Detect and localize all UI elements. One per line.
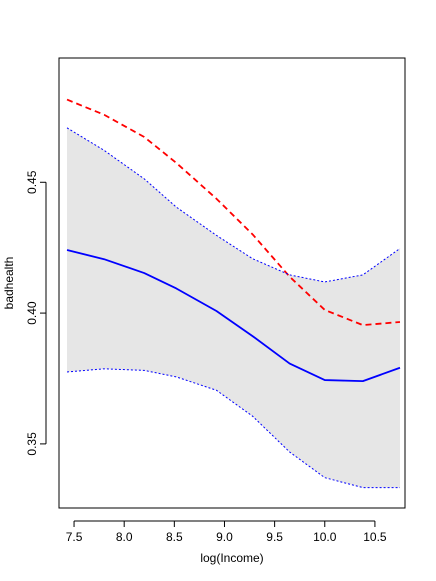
confidence-band bbox=[67, 127, 400, 488]
series-line-dotted-3 bbox=[66, 127, 401, 283]
x-tick-label: 7.5 bbox=[66, 530, 83, 544]
series-line-dashed-1 bbox=[66, 98, 401, 327]
plot-frame bbox=[58, 57, 406, 509]
x-tick-label: 8.0 bbox=[116, 530, 133, 544]
y-tick-label: 0.45 bbox=[25, 170, 39, 194]
y-axis: 0.35 0.40 0.45 bbox=[25, 170, 47, 456]
series-line-dotted-2 bbox=[66, 368, 400, 489]
y-tick-label: 0.40 bbox=[25, 301, 39, 325]
x-axis: 7.5 8.0 8.5 9.0 9.5 10.0 10.5 bbox=[66, 520, 387, 544]
confidence-band-layer bbox=[67, 127, 400, 488]
series-layer bbox=[66, 98, 401, 489]
y-axis-label: badhealth bbox=[2, 257, 16, 310]
x-axis-label: log(Income) bbox=[200, 551, 263, 565]
x-tick-label: 10.0 bbox=[313, 530, 337, 544]
x-tick-label: 9.5 bbox=[266, 530, 283, 544]
x-tick-label: 9.0 bbox=[216, 530, 233, 544]
series-line-solid-0 bbox=[66, 249, 401, 383]
x-tick-label: 10.5 bbox=[363, 530, 387, 544]
y-tick-label: 0.35 bbox=[25, 432, 39, 456]
x-tick-label: 8.5 bbox=[166, 530, 183, 544]
